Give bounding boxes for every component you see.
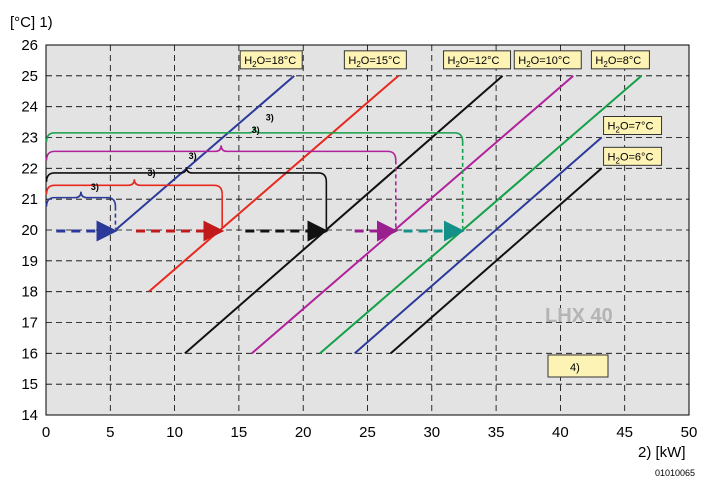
y-tick-label: 22 (21, 160, 38, 177)
x-tick-label: 30 (423, 424, 440, 441)
y-tick-label: 17 (21, 315, 38, 332)
series-label-suffix: O=15°C (361, 55, 401, 67)
y-tick-label: 19 (21, 253, 38, 270)
y-tick-label: 26 (21, 37, 38, 54)
x-tick-labels: 0 5 10 15 20 25 30 35 40 45 50 (42, 424, 698, 441)
bracket-1 (45, 179, 223, 195)
series-label-3: H2O=10°C (513, 50, 582, 70)
series-label-5: H2O=7°C (603, 116, 663, 135)
series-label-subscript: 2 (526, 60, 531, 69)
series-line-3 (251, 75, 574, 355)
series-label-prefix: H (608, 121, 616, 133)
series-label-box (590, 50, 650, 70)
series-label-prefix: H (595, 55, 603, 67)
annotation-note: 3) (91, 182, 99, 192)
series-label-4: H2O=8°C (590, 50, 650, 70)
y-tick-label: 25 (21, 68, 38, 85)
annotation-note: 3) (266, 113, 274, 123)
series-label-text: H2O=15°C (348, 55, 400, 69)
annotation-note: 3) (189, 151, 197, 161)
series-label-box (603, 146, 663, 166)
x-tick-label: 50 (681, 424, 698, 441)
model-label: LHX 40 (545, 305, 613, 327)
x-tick-label: 20 (295, 424, 312, 441)
bracket-0 (45, 191, 117, 207)
range-brackets: 3) 3) 3) 3) 3) (45, 113, 464, 229)
y-tick-label: 23 (21, 130, 38, 147)
series-label-prefix: H (448, 55, 456, 67)
series-lines (114, 75, 643, 355)
x-tick-label: 25 (359, 424, 376, 441)
annotation-note: 3) (147, 168, 155, 178)
y-axis-label: [°C] 1) (10, 14, 53, 31)
series-label-1: H2O=15°C (343, 50, 407, 70)
y-tick-label: 24 (21, 99, 38, 116)
series-label-2: H2O=12°C (443, 50, 512, 70)
series-label-subscript: 2 (616, 156, 621, 165)
series-label-box (343, 50, 407, 70)
bracket-4 (45, 126, 464, 142)
series-label-suffix: O=8°C (608, 55, 641, 67)
series-label-subscript: 2 (252, 60, 257, 69)
series-label-text: H2O=12°C (448, 55, 500, 69)
series-labels: H2O=18°C H2O=15°C H2O=12°C H2O=10°C H2O=8°CH… (239, 50, 663, 166)
note-box (547, 354, 609, 378)
series-label-box (239, 50, 303, 70)
series-label-text: H2O=18°C (244, 55, 296, 69)
series-line-1 (148, 75, 400, 293)
series-label-suffix: O=12°C (460, 55, 500, 67)
x-tick-label: 45 (616, 424, 633, 441)
x-tick-label: 15 (231, 424, 248, 441)
series-label-prefix: H (518, 55, 526, 67)
x-tick-label: 0 (42, 424, 50, 441)
series-label-text: H2O=10°C (518, 55, 570, 69)
grid (46, 45, 689, 415)
series-label-prefix: H (348, 55, 356, 67)
note-box-text: 4) (570, 362, 580, 374)
series-label-0: H2O=18°C (239, 50, 303, 70)
series-label-text: H2O=7°C (608, 121, 654, 135)
series-line-2 (184, 75, 504, 355)
x-tick-label: 5 (106, 424, 114, 441)
x-axis-label: 2) [kW] (638, 444, 686, 461)
annotation-note: 3) (252, 125, 260, 135)
series-label-subscript: 2 (603, 60, 608, 69)
series-label-suffix: O=10°C (531, 55, 571, 67)
series-label-suffix: O=18°C (257, 55, 297, 67)
y-tick-label: 14 (21, 407, 38, 424)
series-line-4 (319, 75, 643, 355)
series-label-box (443, 50, 512, 70)
y-tick-label: 18 (21, 284, 38, 301)
y-tick-label: 20 (21, 222, 38, 239)
series-label-box (603, 116, 663, 135)
series-label-prefix: H (608, 151, 616, 163)
bracket-3 (45, 145, 397, 161)
series-line-6 (389, 167, 603, 355)
x-tick-label: 35 (488, 424, 505, 441)
series-label-suffix: O=7°C (620, 121, 653, 133)
series-label-subscript: 2 (356, 60, 361, 69)
series-label-prefix: H (244, 55, 252, 67)
series-label-subscript: 2 (455, 60, 460, 69)
series-label-6: H2O=6°C (603, 146, 663, 166)
y-tick-labels: 14 15 16 17 18 19 20 21 22 23 24 25 26 (21, 37, 38, 424)
series-label-text: H2O=8°C (595, 55, 641, 69)
series-label-suffix: O=6°C (620, 151, 653, 163)
y-tick-label: 16 (21, 345, 38, 362)
x-tick-label: 40 (552, 424, 569, 441)
y-tick-label: 15 (21, 376, 38, 393)
series-label-text: H2O=6°C (608, 151, 654, 165)
series-label-box (513, 50, 582, 70)
y-tick-label: 21 (21, 191, 38, 208)
series-label-subscript: 2 (616, 126, 621, 135)
figure-code: 01010065 (655, 468, 695, 478)
series-line-0 (114, 75, 295, 231)
series-line-5 (353, 136, 603, 355)
x-tick-label: 10 (166, 424, 183, 441)
